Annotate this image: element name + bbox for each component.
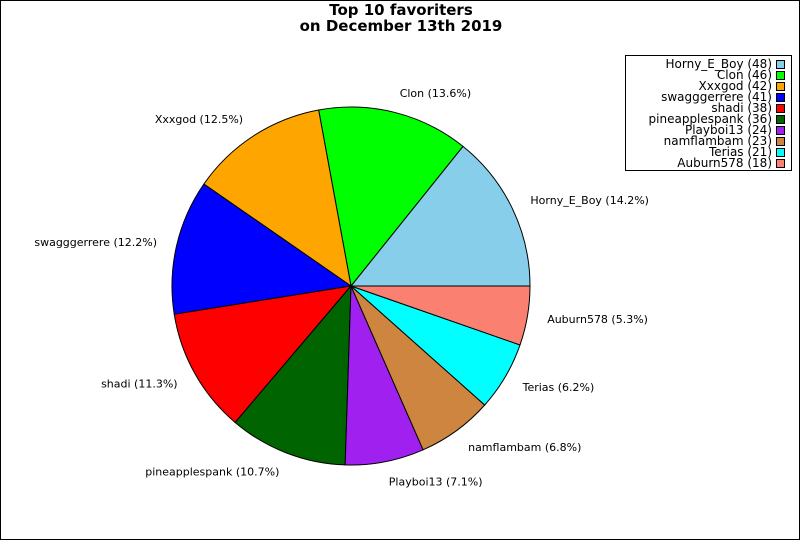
legend-label: shadi (38) [711, 101, 772, 115]
legend-swatch [776, 137, 785, 146]
slice-label-xxxgod: Xxxgod (12.5%) [155, 113, 243, 126]
legend-item-shadi: shadi (38) [626, 101, 791, 115]
pie-slice-xxxgod [203, 109, 352, 288]
legend-item-terias: Terias (21) [626, 145, 791, 159]
chart-title-line-1: Top 10 favoriters [329, 1, 473, 19]
legend-item-swagggerrere: swagggerrere (41) [626, 90, 791, 104]
slice-label-terias: Terias (6.2%) [522, 381, 595, 394]
chart-title: Top 10 favoriters on December 13th 2019 [1, 2, 800, 34]
legend-label: Xxxgod (42) [698, 79, 772, 93]
legend-item-horny_e_boy: Horny_E_Boy (48) [626, 57, 791, 71]
slice-label-auburn578: Auburn578 (5.3%) [547, 313, 648, 326]
legend-item-playboi13: Playboi13 (24) [626, 123, 791, 137]
legend-label: Horny_E_Boy (48) [665, 57, 773, 71]
legend-label: namflambam (23) [663, 134, 772, 148]
legend-swatch [776, 148, 785, 157]
legend-label: Clon (46) [716, 68, 772, 82]
legend: Horny_E_Boy (48) Clon (46) Xxxgod (42) swag… [625, 55, 792, 171]
slice-label-clon: Clon (13.6%) [400, 87, 471, 100]
legend-item-namflambam: namflambam (23) [626, 134, 791, 148]
slice-label-playboi13: Playboi13 (7.1%) [389, 475, 483, 488]
legend-swatch [776, 93, 785, 102]
legend-swatch [776, 82, 785, 91]
legend-swatch [776, 104, 785, 113]
legend-swatch [776, 60, 785, 69]
legend-item-auburn578: Auburn578 (18) [626, 156, 791, 170]
legend-label: Terias (21) [709, 145, 772, 159]
legend-label: pineapplespank (36) [648, 112, 772, 126]
slice-label-horny_e_boy: Horny_E_Boy (14.2%) [530, 194, 649, 207]
slice-label-pineapplespank: pineapplespank (10.7%) [145, 466, 279, 479]
slice-label-namflambam: namflambam (6.8%) [468, 441, 581, 454]
legend-label: Playboi13 (24) [684, 123, 772, 137]
legend-item-xxxgod: Xxxgod (42) [626, 79, 791, 93]
pie-slice-horny_e_boy [349, 145, 531, 287]
pie-slice-shadi [173, 285, 353, 424]
slice-label-swagggerrere: swagggerrere (12.2%) [34, 236, 157, 249]
legend-swatch [776, 126, 785, 135]
pie-slice-auburn578 [350, 285, 531, 346]
chart-title-line-2: on December 13th 2019 [299, 17, 503, 35]
legend-label: swagggerrere (41) [661, 90, 772, 104]
legend-swatch [776, 115, 785, 124]
pie-slice-clon [318, 106, 464, 288]
pie-slice-pineapplespank [234, 284, 352, 466]
legend-item-pineapplespank: pineapplespank (36) [626, 112, 791, 126]
legend-label: Auburn578 (18) [677, 156, 772, 170]
legend-swatch [776, 71, 785, 80]
slice-label-shadi: shadi (11.3%) [101, 378, 178, 391]
pie-slice-swagggerrere [171, 183, 353, 315]
legend-swatch [776, 159, 785, 168]
legend-item-clon: Clon (46) [626, 68, 791, 82]
